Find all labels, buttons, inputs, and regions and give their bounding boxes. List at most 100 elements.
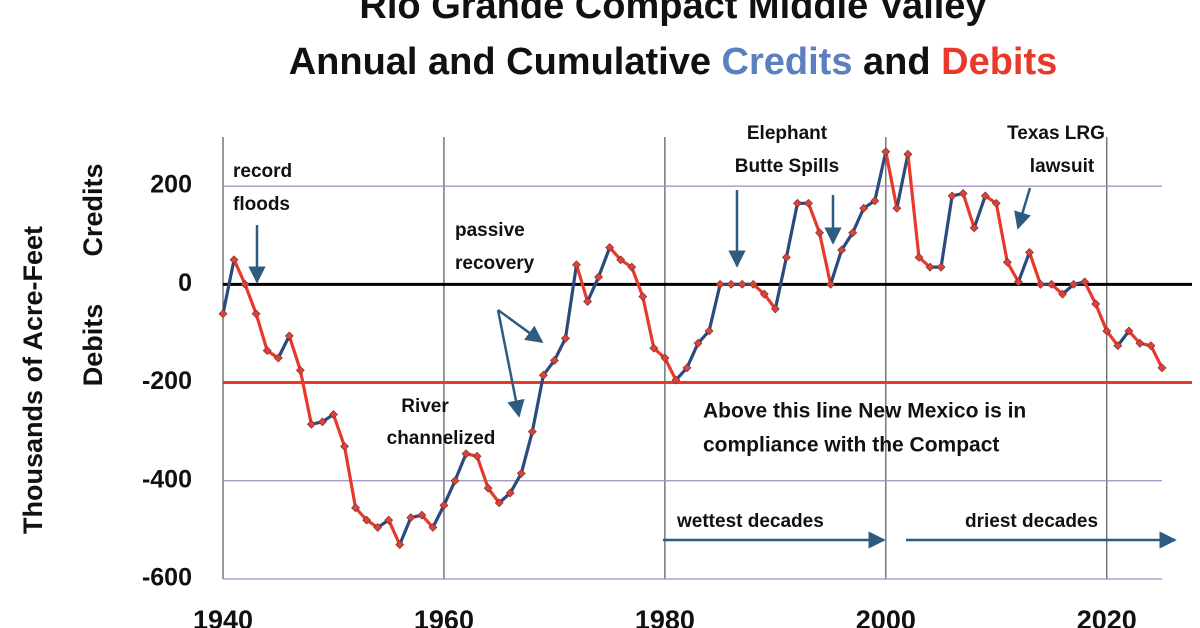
x-tick-label: 1960 — [414, 605, 474, 628]
marker — [295, 365, 305, 375]
marker — [1080, 277, 1090, 287]
marker — [1135, 338, 1145, 348]
marker — [306, 419, 316, 429]
marker — [1047, 279, 1056, 289]
annotation: compliance with the Compact — [703, 434, 999, 457]
arrows — [248, 187, 1177, 549]
marker — [1025, 247, 1034, 257]
line-segment — [475, 454, 490, 490]
marker — [516, 468, 526, 478]
marker — [1146, 341, 1156, 351]
marker — [373, 523, 383, 532]
y-axis-label: Thousands of Acre-Feet — [18, 226, 48, 534]
marker — [660, 353, 670, 363]
title-part: Credits — [722, 41, 853, 83]
marker — [505, 488, 515, 498]
line-segment — [453, 452, 468, 483]
marker — [1091, 299, 1101, 309]
chart-title: Rio Grande Compact Middle Valley — [359, 0, 986, 27]
marker — [1113, 341, 1123, 351]
line-segment — [806, 201, 822, 235]
line-segment — [828, 248, 844, 286]
marker — [837, 245, 847, 255]
marker — [748, 279, 758, 289]
marker — [638, 292, 648, 302]
title-part: Debits — [941, 41, 1057, 83]
annotation: passive — [455, 220, 525, 241]
marker — [251, 309, 261, 319]
marker — [362, 515, 372, 525]
marker — [671, 375, 681, 385]
line-segment — [1027, 250, 1043, 286]
line-segment — [585, 275, 601, 304]
annotation: River — [401, 396, 449, 417]
arrow — [1014, 187, 1032, 230]
line-segment — [342, 444, 358, 510]
marker — [1102, 326, 1112, 336]
marker — [770, 304, 780, 314]
y-side-label: Debits — [78, 304, 108, 387]
marker — [317, 417, 327, 427]
y-tick-label: 0 — [178, 269, 192, 297]
arrow — [496, 309, 525, 418]
line-segment — [431, 503, 446, 530]
marker — [605, 243, 615, 252]
y-tick-label: -600 — [142, 564, 192, 592]
marker — [218, 309, 228, 319]
marker — [538, 370, 548, 380]
line-segment — [442, 479, 457, 507]
line-segment — [1016, 250, 1032, 284]
marker — [494, 498, 504, 508]
line-segment — [906, 152, 921, 259]
annotation: lawsuit — [1030, 156, 1095, 177]
line-segment — [851, 206, 866, 235]
marker — [329, 410, 338, 419]
marker — [561, 333, 570, 343]
marker — [439, 500, 449, 510]
annotation: Elephant — [747, 123, 828, 144]
line-segment — [519, 430, 534, 476]
line-segment — [221, 258, 236, 316]
line-segment — [574, 263, 590, 304]
marker — [428, 523, 438, 532]
line-segment — [530, 373, 545, 434]
line-segment — [630, 265, 645, 299]
line-segment — [254, 312, 269, 353]
marker — [892, 203, 902, 213]
marker — [682, 363, 692, 373]
chart-title: Annual and Cumulative Credits and Debits — [289, 41, 1058, 83]
line-segment — [884, 150, 899, 210]
line-segment — [387, 518, 402, 547]
line-segment — [773, 255, 789, 311]
title-part: and — [852, 41, 941, 83]
marker — [693, 338, 703, 348]
annotation: recovery — [455, 253, 535, 274]
line-segment — [784, 201, 800, 259]
line-segment — [232, 258, 247, 286]
marker — [958, 189, 968, 198]
marker — [594, 272, 604, 282]
x-tick-label: 1980 — [635, 605, 695, 628]
y-side-label: Credits — [78, 163, 108, 256]
line-segment — [817, 231, 833, 286]
marker — [859, 203, 869, 213]
line-segment — [895, 152, 910, 210]
annotation: Butte Spills — [735, 156, 840, 177]
line-segment — [840, 231, 855, 252]
line-segment — [707, 282, 722, 333]
marker — [240, 279, 250, 289]
title-part: Annual and Cumulative — [289, 41, 722, 83]
line-segment — [398, 516, 413, 547]
arrow — [497, 308, 544, 344]
line-segment — [552, 336, 568, 363]
line-segment — [276, 334, 291, 360]
marker — [616, 255, 626, 265]
line-segment — [961, 191, 976, 230]
marker — [991, 198, 1001, 208]
marker — [572, 260, 581, 270]
line-segment — [663, 356, 678, 382]
line-segment — [1005, 260, 1020, 284]
marker — [914, 252, 924, 262]
marker — [1036, 279, 1045, 289]
marker — [229, 255, 239, 265]
